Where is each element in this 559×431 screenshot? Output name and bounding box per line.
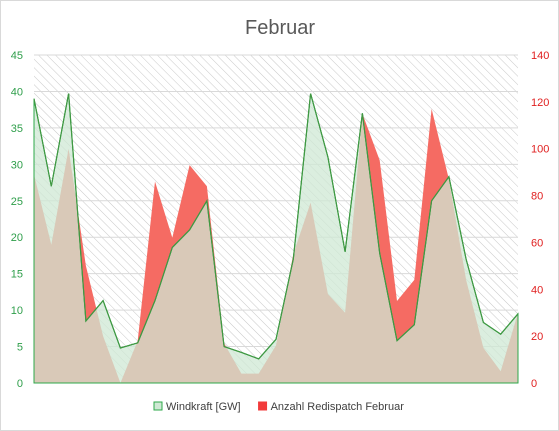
right-axis-tick-label: 20	[531, 331, 543, 343]
series-line-windkraft-overlay	[33, 93, 519, 360]
left-axis-tick-label: 30	[11, 159, 23, 171]
left-axis-tick-label: 10	[11, 305, 23, 317]
left-axis-tick-label: 20	[11, 232, 23, 244]
left-axis-tick-label: 15	[11, 269, 23, 281]
left-axis-tick-label: 5	[17, 342, 23, 354]
legend-swatch	[258, 401, 268, 411]
right-axis-tick-label: 40	[531, 284, 543, 296]
left-axis-tick-label: 0	[17, 378, 23, 390]
right-axis-tick-label: 100	[531, 144, 549, 156]
right-axis-tick-label: 120	[531, 97, 549, 109]
axis-ticks: 0 5 10 15 20 25 30 35 40 45 0 20 40 60 80 100 120 140	[11, 50, 550, 390]
legend-label: Windkraft [GW]	[166, 401, 241, 413]
right-axis-tick-label: 80	[531, 191, 543, 203]
legend-label: Anzahl Redispatch Februar	[271, 401, 405, 413]
chart-title: Februar	[245, 17, 315, 39]
left-axis-tick-label: 45	[11, 50, 23, 62]
legend-swatch	[153, 401, 163, 411]
left-axis-tick-label: 40	[11, 86, 23, 98]
left-axis-tick-label: 35	[11, 123, 23, 135]
legend: Windkraft [GW] Anzahl Redispatch Februar	[153, 401, 405, 413]
left-axis-tick-label: 25	[11, 196, 23, 208]
right-axis-tick-label: 0	[531, 378, 537, 390]
right-axis-tick-label: 140	[531, 50, 549, 62]
series-areas	[33, 93, 519, 384]
right-axis-tick-label: 60	[531, 237, 543, 249]
